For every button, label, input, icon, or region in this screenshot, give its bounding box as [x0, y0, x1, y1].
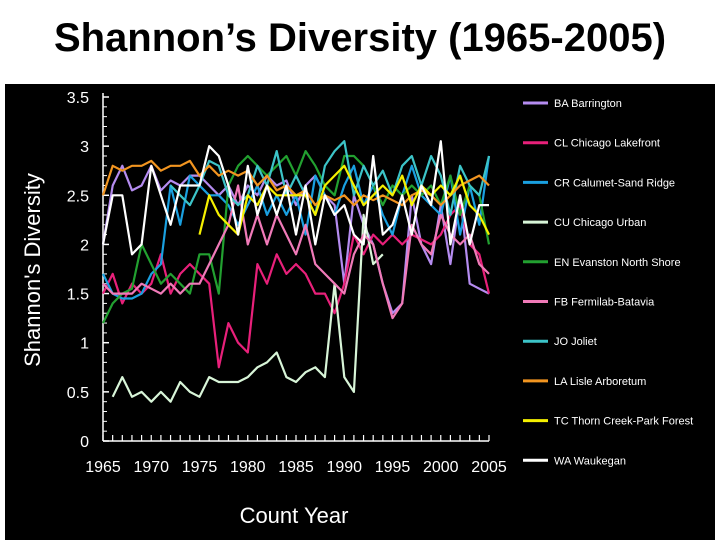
- y-tick-label: 1.5: [67, 287, 89, 304]
- x-tick-label: 1970: [133, 459, 169, 476]
- axes: 0 0.5 1 1.5 2 2.5 3 3.5 1965 1970 1975 1980 1985 1990…: [67, 90, 507, 476]
- series-line: [111, 213, 384, 403]
- x-tick-label: 2005: [471, 459, 507, 476]
- y-axis-title: Shannon's Diversity: [20, 173, 45, 367]
- legend-label: BA Barrington: [554, 98, 622, 110]
- series-line: [169, 140, 491, 216]
- x-tick-label: 1985: [278, 459, 314, 476]
- series-line: [101, 164, 490, 315]
- x-tick-label: 1990: [326, 459, 362, 476]
- y-tick-label: 1: [80, 336, 89, 353]
- x-tick-label: 1975: [182, 459, 218, 476]
- legend-label: CL Chicago Lakefront: [554, 138, 660, 150]
- series-line: [198, 164, 490, 236]
- x-tick-label: 1965: [85, 459, 121, 476]
- series-line: [101, 140, 489, 256]
- legend-label: CU Chicago Urban: [554, 217, 646, 229]
- series-lines: [101, 140, 491, 403]
- legend-label: EN Evanston North Shore: [554, 257, 681, 269]
- legend: BA Barrington CL Chicago Lakefront CR Calu…: [523, 98, 693, 467]
- x-tick-label: 2000: [423, 459, 459, 476]
- y-tick-label: 0.5: [67, 385, 89, 402]
- y-tick-label: 0: [80, 434, 89, 451]
- slide-title: Shannon’s Diversity (1965-2005): [53, 16, 667, 60]
- x-tick-label: 1995: [375, 459, 411, 476]
- legend-label: TC Thorn Creek-Park Forest: [554, 416, 693, 428]
- legend-label: LA Lisle Arboretum: [554, 376, 646, 388]
- chart-panel: 0 0.5 1 1.5 2 2.5 3 3.5 1965 1970 1975 1980 1985 1990…: [5, 84, 715, 540]
- series-line: [102, 203, 491, 369]
- x-axis-title: Count Year: [240, 503, 349, 528]
- legend-label: FB Fermilab-Batavia: [554, 297, 655, 309]
- y-tick-label: 2.5: [67, 188, 89, 205]
- legend-label: CR Calumet-Sand Ridge: [554, 177, 675, 189]
- legend-label: WA Waukegan: [554, 455, 626, 467]
- legend-label: JO Joliet: [554, 336, 597, 348]
- y-tick-label: 3: [80, 139, 89, 156]
- y-tick-label: 2: [80, 237, 89, 254]
- y-tick-label: 3.5: [67, 90, 89, 107]
- series-line: [102, 184, 490, 320]
- x-tick-label: 1980: [230, 459, 266, 476]
- line-chart: 0 0.5 1 1.5 2 2.5 3 3.5 1965 1970 1975 1980 1985 1990…: [20, 90, 693, 528]
